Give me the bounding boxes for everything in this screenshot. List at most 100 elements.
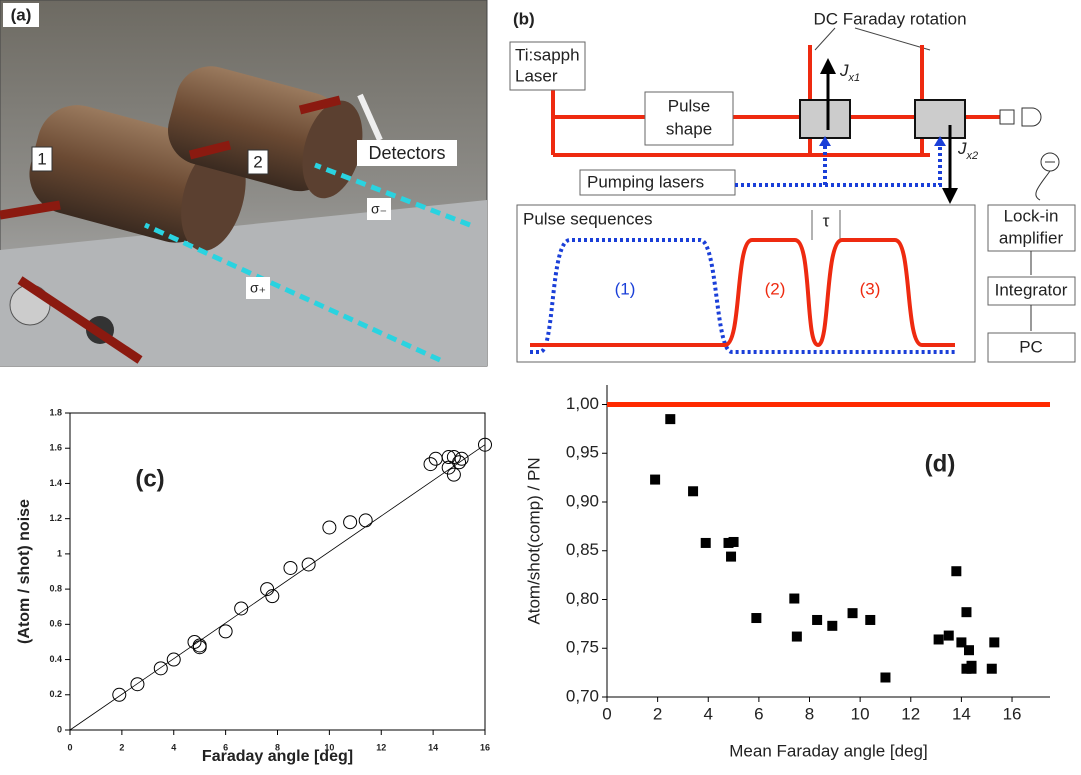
photo: (a) 1 2 Detectors σ₋ σ₊: [0, 0, 488, 367]
marker: [130, 677, 145, 692]
pc-label: PC: [1019, 337, 1043, 356]
marker: [260, 582, 275, 597]
y-tick-label: 1.2: [49, 513, 62, 523]
marker: [827, 620, 838, 631]
marker: [865, 614, 876, 625]
plot-frame: [69, 412, 486, 731]
marker: [452, 455, 467, 470]
marker: [847, 608, 858, 619]
pumping-label: Pumping lasers: [587, 172, 704, 191]
x-tick-label: 16: [480, 742, 490, 752]
marker: [358, 513, 373, 528]
marker: [192, 638, 207, 653]
marker: [166, 652, 181, 667]
marker: [218, 624, 233, 639]
y-tick-label: 0,95: [566, 443, 599, 462]
x-tick-label: 0: [602, 704, 611, 723]
marker: [234, 601, 249, 616]
symbol: J: [957, 139, 967, 158]
marker: [700, 537, 711, 548]
marker: [454, 451, 469, 466]
y-tick-label: 0,90: [566, 491, 599, 510]
x-tick-label: 12: [376, 742, 386, 752]
y-tick-label: 0.8: [49, 583, 62, 593]
laser-label: Ti:sapph: [515, 45, 580, 64]
x-tick-label: 14: [428, 742, 438, 752]
y-tick-label: 0,80: [566, 589, 599, 608]
marker: [343, 515, 358, 530]
tau-label: τ: [823, 211, 830, 230]
subscript: x1: [848, 72, 861, 84]
marker: [951, 566, 962, 577]
pulse-shape-label: shape: [666, 119, 712, 138]
marker: [446, 467, 461, 482]
detectors-label: Detectors: [368, 143, 445, 163]
cell-label: 1: [37, 149, 46, 168]
y-tick-label: 0,70: [566, 686, 599, 705]
jx1-label: Jx1: [839, 61, 860, 83]
marker: [265, 589, 280, 604]
marker: [322, 520, 337, 535]
fit-line: [69, 444, 486, 731]
subscript: x2: [966, 150, 979, 162]
marker: [423, 457, 438, 472]
marker: [283, 560, 298, 575]
y-tick-label: 1.6: [49, 443, 62, 453]
laser-label: Laser: [515, 66, 558, 85]
x-tick-label: 2: [653, 704, 662, 723]
y-axis-label: Atom/shot(comp) / PN: [524, 457, 543, 624]
marker: [789, 593, 800, 604]
jx2-label: Jx2: [957, 139, 978, 161]
y-tick-label: 1.8: [49, 407, 62, 417]
y-tick-label: 1.4: [49, 478, 62, 488]
y-tick-label: 0.4: [49, 654, 62, 664]
marker: [986, 663, 997, 674]
marker: [880, 672, 891, 683]
x-tick-label: 8: [805, 704, 814, 723]
x-tick-label: 8: [275, 742, 280, 752]
x-tick-label: 6: [754, 704, 763, 723]
marker: [966, 663, 977, 674]
pulse-shape-label: Pulse: [668, 96, 711, 115]
chart-title: (d): [925, 450, 956, 477]
y-tick-label: 0.6: [49, 619, 62, 629]
marker: [961, 663, 972, 674]
marker: [446, 450, 461, 465]
x-tick-label: 2: [119, 742, 124, 752]
pulse-label: (1): [615, 279, 636, 298]
marker: [791, 631, 802, 642]
x-tick-label: 6: [223, 742, 228, 752]
x-tick-label: 14: [952, 704, 971, 723]
cell-label: 2: [253, 152, 262, 171]
panel-label: (a): [11, 5, 32, 24]
marker: [478, 437, 492, 452]
y-axis-label: (Atom / shot) noise: [16, 499, 33, 644]
x-tick-label: 12: [901, 704, 920, 723]
y-tick-label: 0,85: [566, 540, 599, 559]
chart-title: (c): [135, 465, 164, 492]
marker: [726, 551, 737, 562]
marker: [153, 661, 168, 676]
marker: [301, 557, 316, 572]
y-tick-label: 1: [57, 548, 62, 558]
x-tick-label: 10: [324, 742, 334, 752]
x-tick-label: 4: [171, 742, 176, 752]
marker: [956, 637, 967, 648]
marker: [812, 614, 823, 625]
y-tick-label: 0,75: [566, 638, 599, 657]
marker: [187, 634, 202, 649]
marker: [989, 637, 1000, 648]
x-axis-label: Mean Faraday angle [deg]: [729, 741, 927, 760]
lockin-label: Lock-in: [1004, 206, 1059, 225]
marker: [961, 607, 972, 618]
marker: [723, 537, 734, 548]
marker: [112, 687, 127, 702]
y-tick-label: 0.2: [49, 689, 62, 699]
marker: [728, 536, 739, 547]
marker: [428, 451, 443, 466]
x-tick-label: 16: [1003, 704, 1022, 723]
sigma-label: σ₊: [250, 280, 266, 296]
marker: [665, 414, 676, 425]
marker: [933, 634, 944, 645]
